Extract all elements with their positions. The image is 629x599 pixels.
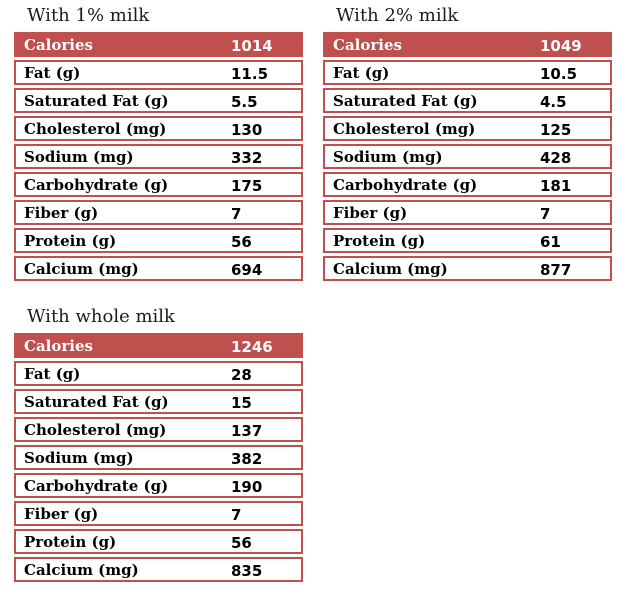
table-row: Cholesterol (mg) 130 [14,116,303,141]
table-title: With 2% milk [336,5,459,26]
table-row: Cholesterol (mg) 125 [323,116,612,141]
row-value-cell: 28 [231,365,252,384]
table-row: Saturated Fat (g) 5.5 [14,88,303,113]
table-row: Carbohydrate (g) 175 [14,172,303,197]
row-label-cell: Carbohydrate (g) [333,175,478,194]
table-row: Carbohydrate (g) 190 [14,473,303,498]
row-value-cell: 137 [231,421,263,440]
row-value-cell: 5.5 [231,92,258,111]
row-value-cell: 15 [231,393,252,412]
row-value-cell: 10.5 [540,64,578,83]
row-value-cell: 181 [540,176,572,195]
row-label-cell: Calcium (mg) [24,560,139,579]
table-row: Fat (g) 11.5 [14,60,303,85]
row-label-cell: Fiber (g) [333,203,408,222]
row-label-cell: Sodium (mg) [333,147,443,166]
row-label-cell: Carbohydrate (g) [24,476,169,495]
table-row: Calcium (mg) 835 [14,557,303,582]
row-label-cell: Saturated Fat (g) [24,392,169,411]
row-value-cell: 4.5 [540,92,567,111]
row-value-cell: 332 [231,148,263,167]
row-value-cell: 125 [540,120,572,139]
table-row: Cholesterol (mg) 137 [14,417,303,442]
table-row: Protein (g) 56 [14,228,303,253]
row-label-cell: Calcium (mg) [333,259,448,278]
table-row: Saturated Fat (g) 15 [14,389,303,414]
nutrition-table: Calories 1014 Fat (g) 11.5 Saturated Fat (g)… [14,32,303,281]
table-section-2pct-milk: With 2% milk Calories 1049 Fat (g) 10.5 Satu… [323,4,612,281]
table-row: Protein (g) 61 [323,228,612,253]
row-label-cell: Carbohydrate (g) [24,175,169,194]
table-row: Fiber (g) 7 [323,200,612,225]
row-label-cell: Calcium (mg) [24,259,139,278]
row-value-cell: 11.5 [231,64,269,83]
table-header-row: Calories 1049 [323,32,612,57]
row-value-cell: 130 [231,120,263,139]
row-value-cell: 190 [231,477,263,496]
row-label-cell: Sodium (mg) [24,448,134,467]
row-label-cell: Saturated Fat (g) [333,91,478,110]
table-row: Fat (g) 28 [14,361,303,386]
row-value-cell: 428 [540,148,572,167]
row-value-cell: 56 [231,232,252,251]
row-label-cell: Cholesterol (mg) [24,420,167,439]
header-value-cell: 1049 [540,36,582,55]
table-row: Fat (g) 10.5 [323,60,612,85]
row-value-cell: 835 [231,561,263,580]
table-section-whole-milk: With whole milk Calories 1246 Fat (g) 28 Sat… [14,305,303,582]
table-row: Sodium (mg) 332 [14,144,303,169]
row-label-cell: Saturated Fat (g) [24,91,169,110]
table-row: Fiber (g) 7 [14,501,303,526]
row-label-cell: Fat (g) [24,364,81,383]
header-value-cell: 1014 [231,36,273,55]
row-value-cell: 7 [540,204,551,223]
nutrition-table: Calories 1049 Fat (g) 10.5 Saturated Fat (g)… [323,32,612,281]
row-label-cell: Fiber (g) [24,504,99,523]
table-row: Sodium (mg) 382 [14,445,303,470]
row-value-cell: 7 [231,505,242,524]
table-row: Calcium (mg) 694 [14,256,303,281]
row-label-cell: Fat (g) [24,63,81,82]
header-label-cell: Calories [24,336,93,355]
row-value-cell: 56 [231,533,252,552]
row-value-cell: 7 [231,204,242,223]
table-title: With whole milk [27,306,175,327]
row-value-cell: 877 [540,260,572,279]
table-row: Saturated Fat (g) 4.5 [323,88,612,113]
row-value-cell: 61 [540,232,561,251]
row-value-cell: 382 [231,449,263,468]
row-label-cell: Protein (g) [333,231,426,250]
row-label-cell: Fiber (g) [24,203,99,222]
row-label-cell: Cholesterol (mg) [24,119,167,138]
header-label-cell: Calories [24,35,93,54]
table-row: Protein (g) 56 [14,529,303,554]
table-header-row: Calories 1246 [14,333,303,358]
row-value-cell: 175 [231,176,263,195]
table-header-row: Calories 1014 [14,32,303,57]
table-row: Carbohydrate (g) 181 [323,172,612,197]
row-value-cell: 694 [231,260,263,279]
row-label-cell: Cholesterol (mg) [333,119,476,138]
nutrition-table: Calories 1246 Fat (g) 28 Saturated Fat (g) 15… [14,333,303,582]
header-value-cell: 1246 [231,337,273,356]
table-row: Sodium (mg) 428 [323,144,612,169]
table-row: Fiber (g) 7 [14,200,303,225]
table-section-1pct-milk: With 1% milk Calories 1014 Fat (g) 11.5 Satu… [14,4,303,281]
row-label-cell: Protein (g) [24,231,117,250]
row-label-cell: Protein (g) [24,532,117,551]
header-label-cell: Calories [333,35,402,54]
table-row: Calcium (mg) 877 [323,256,612,281]
row-label-cell: Fat (g) [333,63,390,82]
row-label-cell: Sodium (mg) [24,147,134,166]
table-title: With 1% milk [27,5,150,26]
